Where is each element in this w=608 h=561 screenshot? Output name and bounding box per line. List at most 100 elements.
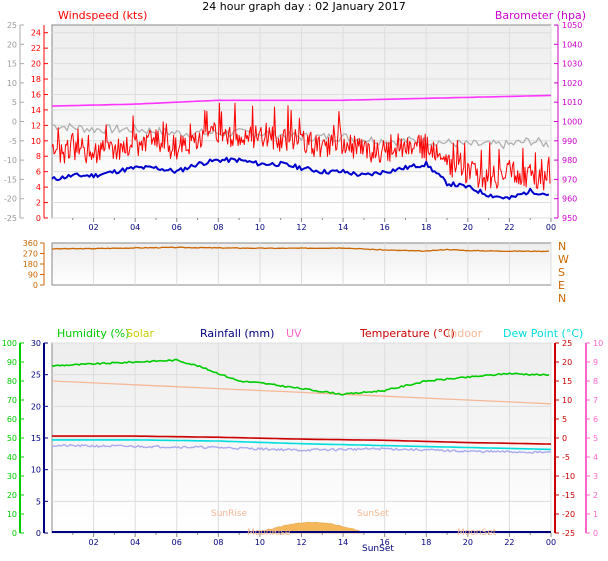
uv-tick-label: 9 [593,358,598,367]
compass-label: S [558,266,565,279]
label-indoor: Indoor [447,327,483,340]
uv-tick-label: 8 [593,377,598,386]
x-tick-label: 06 [172,223,182,232]
wind-tick-label: 2 [36,199,41,208]
series-indoor [51,380,552,405]
humidity-tick-label: 100 [2,339,17,348]
uv-tick-label: 0 [593,529,598,538]
label-sunset: SunSet [357,509,389,519]
dir-tick-label: 360 [23,239,38,248]
label-sunrise: SunRise [211,509,248,519]
x-tick-label: 14 [338,538,348,547]
outer-tick-label: 25 [7,21,17,30]
temp-tick-label: -15 [562,491,575,500]
outer-tick-label: 10 [7,79,17,88]
temp-tick-label: 25 [562,339,572,348]
baro-tick-label: 1020 [562,79,582,88]
series-solar [251,521,365,534]
wind-tick-label: 24 [31,29,41,38]
series-barometer [51,94,552,107]
uv-tick-label: 6 [593,415,598,424]
wind-tick-label: 10 [31,137,41,146]
x-tick-label: 22 [504,223,514,232]
temp-tick-label: -10 [562,472,575,481]
compass-label: N [558,292,566,305]
x-tick-label: 18 [421,223,431,232]
rain-tick-label: 15 [31,434,41,443]
series-grey-trace [51,122,550,150]
rain-tick-label: 30 [31,339,41,348]
x-tick-label: 22 [504,538,514,547]
humidity-tick-label: 0 [12,529,17,538]
baro-tick-label: 950 [562,214,577,223]
humidity-tick-label: 90 [7,358,17,367]
dir-tick-label: 90 [28,271,38,280]
x-tick-label: 02 [88,538,98,547]
wind-tick-label: 6 [36,168,41,177]
temp-tick-label: 15 [562,377,572,386]
wind-tick-label: 14 [31,106,41,115]
humidity-tick-label: 70 [7,396,17,405]
wind-tick-label: 8 [36,152,41,161]
rain-tick-label: 25 [31,371,41,380]
uv-tick-label: 4 [593,453,598,462]
x-tick-label: 00 [546,223,556,232]
humidity-tick-label: 10 [7,510,17,519]
compass-label: W [558,253,569,266]
label-moonset: MoonSet [457,528,497,538]
x-tick-label: 20 [463,223,473,232]
outer-tick-label: -25 [4,214,17,223]
label-dewpoint: Dew Point (°C) [503,327,583,340]
humidity-tick-label: 50 [7,434,17,443]
series-average [51,156,550,200]
dir-tick-label: 0 [33,281,38,290]
temp-tick-label: 0 [562,434,567,443]
baro-tick-label: 980 [562,156,577,165]
temp-tick-label: 5 [562,415,567,424]
outer-tick-label: -5 [9,137,17,146]
outer-tick-label: 5 [12,98,17,107]
series-layer [51,94,552,534]
wind-tick-label: 0 [36,214,41,223]
rain-tick-label: 0 [36,529,41,538]
baro-tick-label: 990 [562,137,577,146]
x-tick-label: 00 [546,538,556,547]
uv-tick-label: 2 [593,491,598,500]
temp-tick-label: 10 [562,396,572,405]
label-moonrise: MoonRise [247,528,291,538]
wind-tick-label: 20 [31,60,41,69]
x-tick-label: 14 [338,223,348,232]
x-tick-label: 08 [213,223,223,232]
outer-tick-label: 20 [7,40,17,49]
wind-tick-label: 12 [31,121,41,130]
x-tick-label: 16 [380,223,390,232]
dir-tick-label: 180 [23,260,38,269]
label-sunset-axis: SunSet [362,544,394,554]
label-uv: UV [286,327,302,340]
x-tick-label: 10 [255,538,265,547]
x-tick-label: 10 [255,223,265,232]
baro-tick-label: 1040 [562,40,582,49]
uv-tick-label: 5 [593,434,598,443]
outer-tick-label: -15 [4,175,17,184]
dir-tick-label: 270 [23,250,38,259]
temp-tick-label: -5 [562,453,570,462]
temp-tick-label: 20 [562,358,572,367]
baro-tick-label: 1000 [562,118,582,127]
x-tick-label: 12 [296,538,306,547]
axes: 0202040406060808101012121414161618182020… [2,21,603,547]
label-rainfall: Rainfall (mm) [200,327,274,340]
baro-tick-label: 960 [562,195,577,204]
temp-tick-label: -20 [562,510,575,519]
rain-tick-label: 5 [36,497,41,506]
label-temperature: Temperature (°C) [359,327,455,340]
series-windspeed [51,102,551,191]
compass-label: E [558,279,565,292]
humidity-tick-label: 80 [7,377,17,386]
label-humidity: Humidity (%) [57,327,129,340]
uv-tick-label: 1 [593,510,598,519]
series-humidity [51,358,550,396]
outer-tick-label: -20 [4,195,17,204]
compass-label: N [558,240,566,253]
